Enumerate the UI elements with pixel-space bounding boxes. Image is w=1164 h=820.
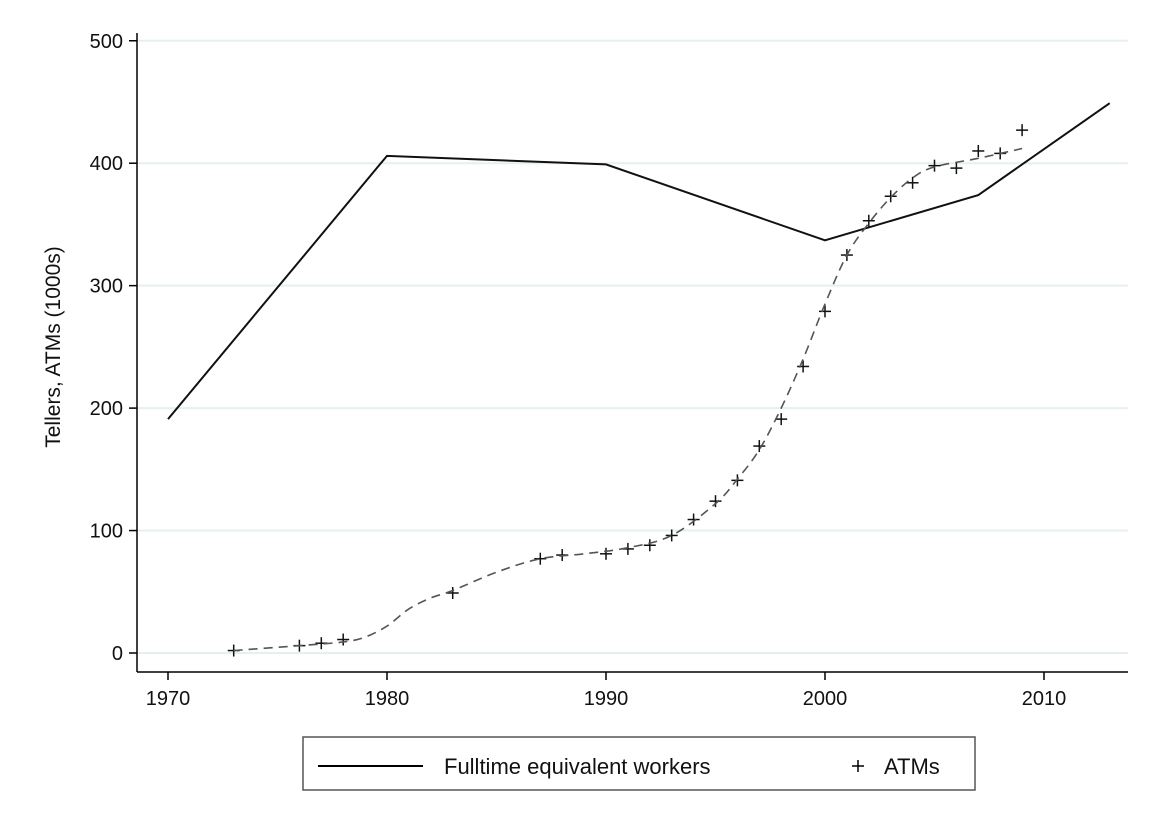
atm-point (337, 633, 350, 646)
atm-point (687, 513, 700, 526)
x-tick-label: 1990 (584, 688, 629, 710)
series-atms-smooth-line (233, 147, 1023, 652)
atm-point (819, 305, 831, 318)
atm-point (643, 539, 656, 552)
y-tick-label: 300 (90, 276, 123, 298)
legend-plus-marker (852, 760, 864, 772)
atm-point (906, 176, 919, 189)
atm-point (862, 214, 875, 227)
atm-point (753, 440, 766, 453)
y-axis-label: Tellers, ATMs (1000s) (42, 246, 65, 448)
x-tick-label: 2010 (1022, 688, 1067, 710)
atm-point (446, 586, 459, 599)
y-tick-label: 100 (90, 521, 123, 543)
atm-point (972, 144, 985, 157)
legend: Fulltime equivalent workers ATMs (302, 736, 976, 791)
y-tick-label: 400 (90, 153, 123, 175)
atm-point (884, 190, 897, 203)
atm-point (665, 529, 678, 542)
x-tick-label: 2000 (803, 688, 848, 710)
series-workers-line (167, 102, 1111, 420)
atm-point (600, 547, 612, 560)
axes (136, 33, 1128, 673)
y-tick-label: 500 (90, 31, 123, 53)
atm-point (534, 552, 547, 565)
atm-point (928, 159, 941, 172)
legend-box (302, 736, 976, 791)
legend-label-atms: ATMs (884, 754, 940, 779)
gridlines (137, 39, 1128, 654)
atm-point (775, 413, 788, 426)
y-tick-label: 200 (90, 398, 123, 420)
atm-point (950, 162, 963, 175)
atm-point (1016, 124, 1029, 137)
x-tick-label: 1970 (146, 688, 191, 710)
atm-point (797, 360, 810, 373)
legend-label-workers: Fulltime equivalent workers (444, 754, 711, 779)
y-tick-label: 0 (112, 643, 123, 665)
atm-point (709, 495, 722, 508)
x-tick-label: 1980 (365, 688, 410, 710)
